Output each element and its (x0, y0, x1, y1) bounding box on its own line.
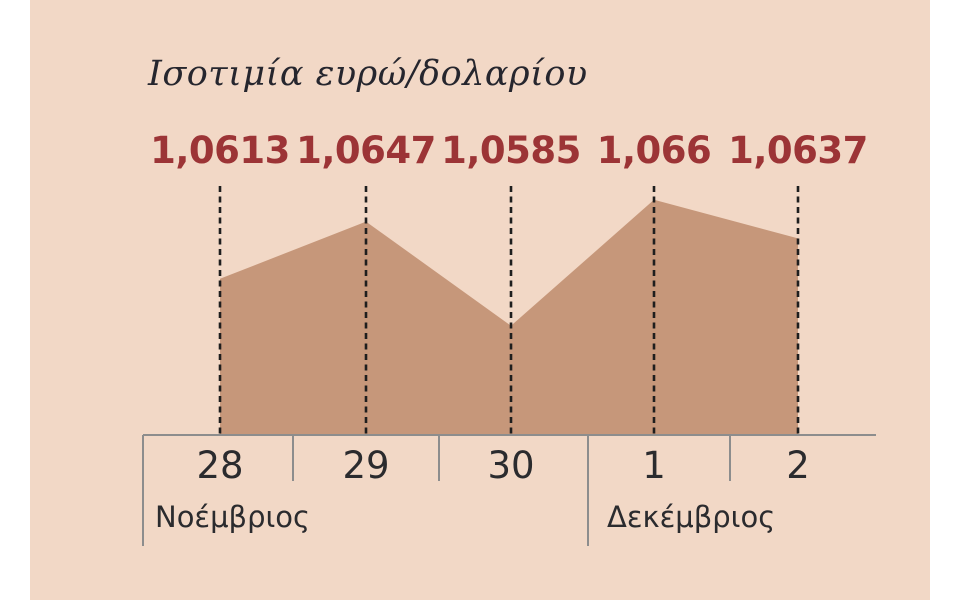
x-axis-day-label: 30 (487, 444, 535, 487)
data-point-value: 1,066 (596, 129, 712, 172)
chart-title: Ισοτιμία ευρώ/δολαρίου (148, 54, 588, 94)
data-point-value: 1,0613 (150, 129, 290, 172)
data-point-value: 1,0637 (728, 129, 868, 172)
x-axis-day-label: 29 (342, 444, 390, 487)
area-series-fill (220, 199, 798, 435)
chart-panel: Ισοτιμία ευρώ/δολαρίου 1,0613 1,0647 1,058… (30, 0, 930, 600)
data-point-value: 1,0647 (296, 129, 436, 172)
x-axis-month-label: Νοέμβριος (155, 500, 311, 534)
data-point-value: 1,0585 (441, 129, 581, 172)
x-axis-day-label: 28 (196, 444, 244, 487)
x-axis-day-label: 2 (786, 444, 810, 487)
euro-dollar-area-chart (142, 186, 876, 546)
x-axis-day-label: 1 (642, 444, 666, 487)
x-axis-month-label: Δεκέμβριος (607, 500, 776, 534)
